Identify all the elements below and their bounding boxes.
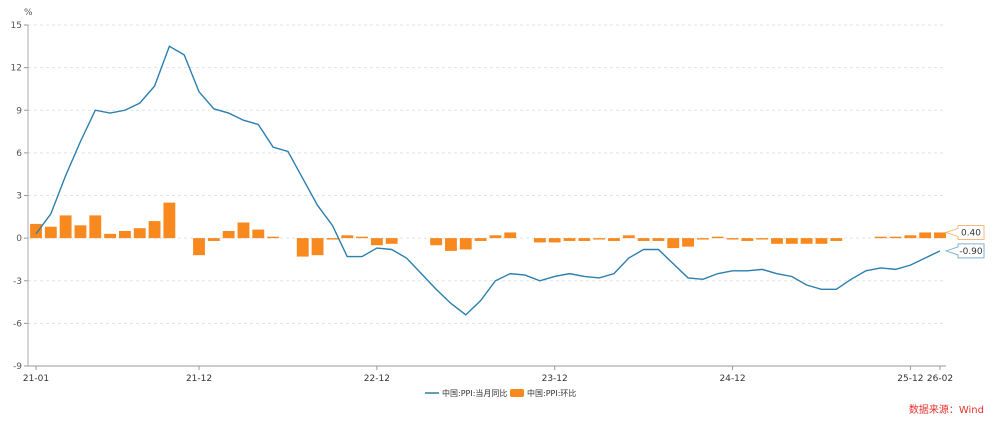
legend-line-label: 中国:PPI:当月同比: [442, 388, 507, 398]
bar: [889, 236, 902, 239]
x-tick-label: 25-12: [897, 374, 923, 384]
bar: [504, 232, 517, 239]
y-tick-label: 15: [11, 21, 22, 31]
bar: [118, 231, 131, 239]
bar: [252, 229, 265, 239]
bar: [548, 238, 561, 243]
y-tick-label: -3: [13, 277, 22, 287]
bar: [800, 238, 813, 244]
bar: [637, 238, 650, 241]
bar: [74, 225, 87, 239]
data-source: 数据来源：Wind: [908, 405, 984, 416]
bar: [696, 238, 709, 240]
y-tick-label: 3: [16, 192, 22, 202]
bar-last-value-label-box: [944, 224, 985, 240]
bar: [489, 235, 502, 239]
bar: [622, 235, 635, 239]
bar: [593, 238, 606, 240]
bar: [104, 233, 117, 239]
y-tick-label: -9: [13, 362, 22, 372]
x-tick-label: 21-01: [23, 374, 49, 384]
bar: [652, 238, 665, 241]
bar: [30, 223, 42, 239]
bar: [934, 232, 946, 239]
bar: [682, 238, 694, 247]
legend-bar-label: 中国:PPI:环比: [527, 388, 576, 398]
bar: [326, 238, 339, 240]
x-tick-label: 22-12: [364, 374, 390, 384]
line-series: [35, 45, 941, 316]
y-tick-label: -6: [13, 319, 22, 329]
bar: [919, 232, 932, 239]
legend-bar-swatch: [510, 389, 524, 397]
x-tick-label: 23-12: [542, 374, 568, 384]
line-last-value-label-box: [944, 243, 985, 259]
bar: [785, 238, 798, 244]
bar: [815, 238, 828, 244]
bar: [667, 238, 680, 249]
bar: [830, 238, 843, 241]
bar: [608, 238, 620, 241]
x-tick-label: 21-12: [186, 374, 212, 384]
y-tick-label: 0: [16, 234, 22, 244]
bar: [370, 238, 383, 246]
bar: [193, 238, 205, 256]
y-tick-label: 6: [16, 149, 22, 159]
y-tick-label: 12: [11, 64, 22, 74]
bar: [474, 238, 487, 241]
bar: [163, 202, 176, 239]
bar: [341, 235, 354, 239]
bar: [296, 238, 309, 257]
bar: [741, 238, 754, 241]
bar: [237, 222, 250, 239]
bar: [89, 215, 102, 239]
bar: [59, 215, 72, 239]
bar: [756, 238, 769, 240]
y-tick-label: 9: [16, 106, 22, 116]
bar: [385, 238, 398, 244]
bar: [445, 238, 457, 251]
bar-last-value-label: 0.40: [961, 228, 981, 238]
bar: [222, 231, 235, 239]
bar: [726, 238, 739, 240]
bar: [711, 236, 724, 239]
bar: [533, 238, 546, 243]
bar: [771, 238, 783, 244]
bar: [207, 238, 220, 241]
bar: [267, 236, 280, 239]
bar: [578, 238, 591, 241]
x-tick-label: 26-02: [927, 374, 953, 384]
x-tick-label: 24-12: [719, 374, 745, 384]
bar: [459, 238, 472, 250]
bar: [311, 238, 324, 256]
bar: [874, 236, 887, 239]
bar: [44, 226, 57, 239]
line-last-value-label: -0.90: [959, 247, 983, 257]
bar: [133, 228, 146, 239]
bar: [148, 221, 161, 239]
bar: [430, 238, 443, 246]
bar: [356, 236, 368, 239]
bar: [563, 238, 576, 241]
bar: [904, 235, 917, 239]
y-unit-label: %: [24, 8, 33, 18]
